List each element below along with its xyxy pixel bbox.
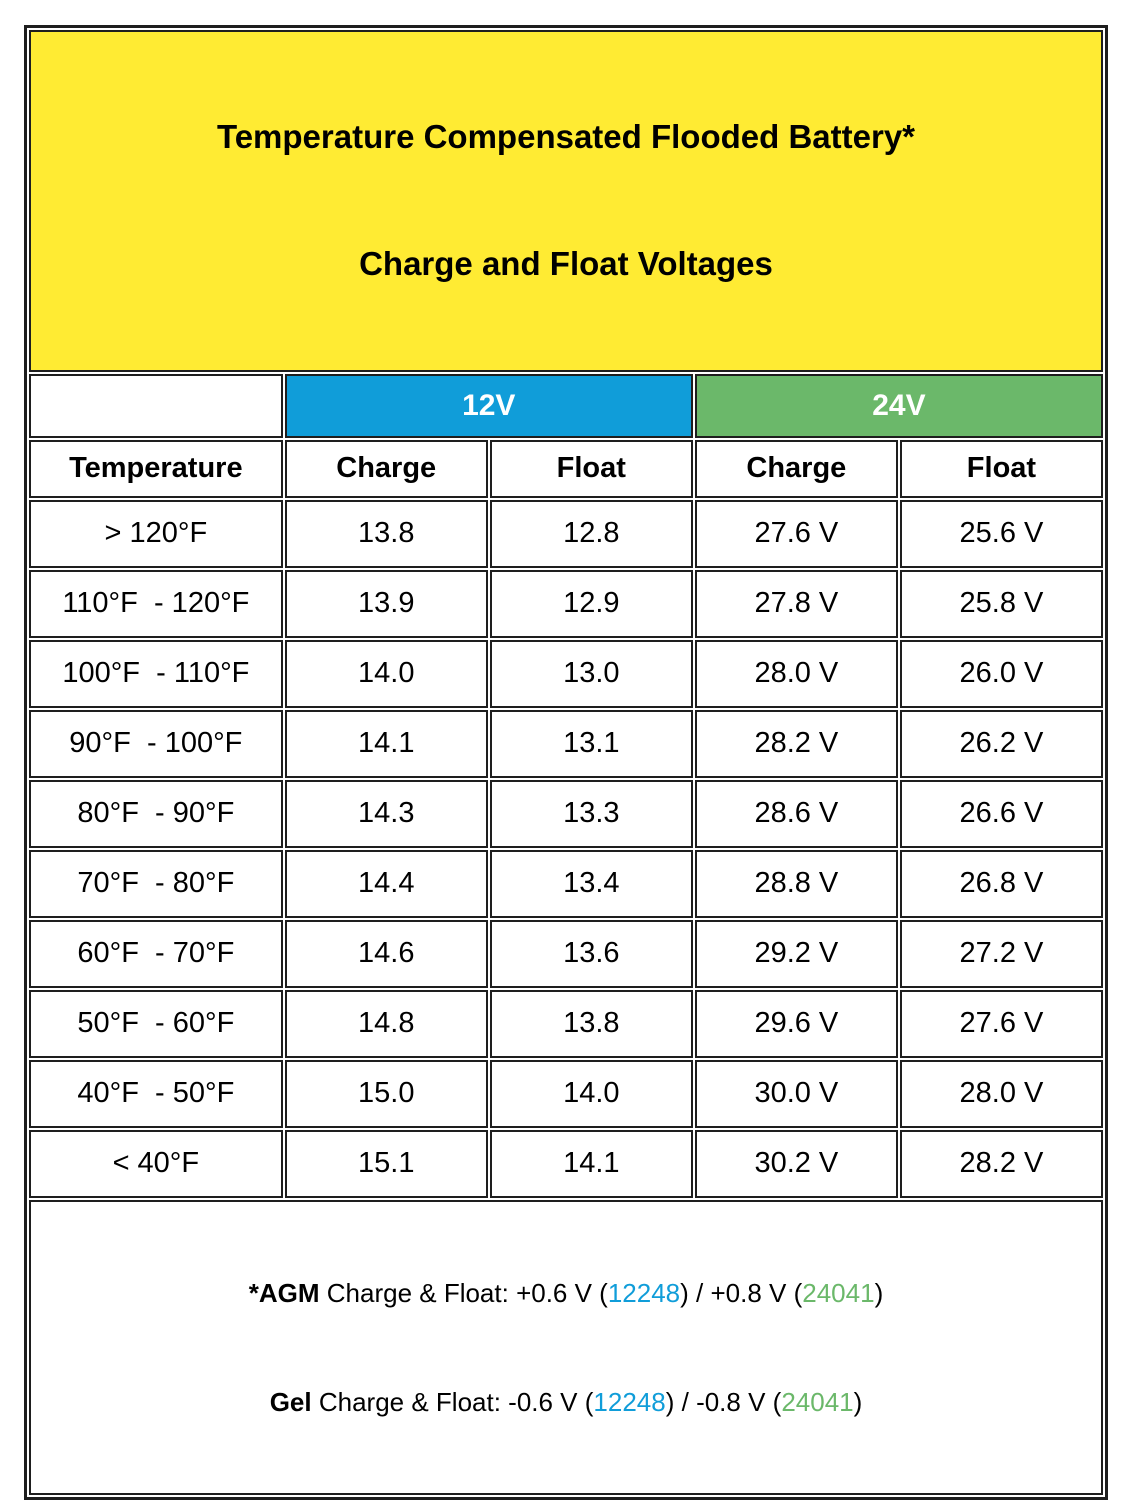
temperature-cell: 100°F - 110°F — [29, 639, 283, 708]
blank-corner-cell — [29, 373, 283, 438]
charge-12v-cell: 14.3 — [284, 779, 488, 848]
charge-24v-cell: 29.2 V — [694, 919, 898, 988]
charge-12v-cell: 15.0 — [284, 1059, 488, 1128]
float-12v-cell: 13.6 — [489, 919, 693, 988]
column-header-temperature: Temperature — [29, 439, 283, 498]
float-24v-cell: 27.2 V — [899, 919, 1103, 988]
footnote-agm-text-2: ) / +0.8 V ( — [680, 1277, 803, 1308]
page: Temperature Compensated Flooded Battery*… — [24, 25, 1108, 1500]
title-line-1: Temperature Compensated Flooded Battery* — [216, 118, 916, 156]
table-row: 70°F - 80°F 14.4 13.4 28.8 V 26.8 V — [29, 849, 1103, 918]
float-12v-cell: 12.8 — [489, 499, 693, 568]
charge-24v-cell: 30.0 V — [694, 1059, 898, 1128]
charge-12v-cell: 13.8 — [284, 499, 488, 568]
temperature-cell: 70°F - 80°F — [29, 849, 283, 918]
column-header-charge-12v: Charge — [284, 439, 488, 498]
charge-24v-cell: 27.6 V — [694, 499, 898, 568]
group-header-24v: 24V — [694, 373, 1103, 438]
footnote-row: *AGM Charge & Float: +0.6 V (12248) / +0… — [29, 1199, 1103, 1495]
title-line-2: Charge and Float Voltages — [359, 245, 773, 283]
footnote-agm-model-12v: 12248 — [607, 1277, 681, 1308]
charge-12v-cell: 14.6 — [284, 919, 488, 988]
table-row: 40°F - 50°F 15.0 14.0 30.0 V 28.0 V — [29, 1059, 1103, 1128]
table-row: < 40°F 15.1 14.1 30.2 V 28.2 V — [29, 1129, 1103, 1198]
column-header-float-12v: Float — [489, 439, 693, 498]
float-24v-cell: 25.8 V — [899, 569, 1103, 638]
footnote-agm-label: *AGM — [248, 1277, 320, 1308]
charge-24v-cell: 28.0 V — [694, 639, 898, 708]
table-row: 90°F - 100°F 14.1 13.1 28.2 V 26.2 V — [29, 709, 1103, 778]
table-row: 110°F - 120°F 13.9 12.9 27.8 V 25.8 V — [29, 569, 1103, 638]
table-row: 60°F - 70°F 14.6 13.6 29.2 V 27.2 V — [29, 919, 1103, 988]
footnote-gel-line: Gel Charge & Float: -0.6 V (12248) / -0.… — [31, 1384, 1101, 1420]
float-24v-cell: 26.8 V — [899, 849, 1103, 918]
charge-24v-cell: 28.8 V — [694, 849, 898, 918]
group-header-12v: 12V — [284, 373, 693, 438]
float-12v-cell: 13.8 — [489, 989, 693, 1058]
voltage-table: Temperature Compensated Flooded Battery*… — [24, 25, 1108, 1500]
float-12v-cell: 14.1 — [489, 1129, 693, 1198]
float-12v-cell: 13.1 — [489, 709, 693, 778]
table-row: > 120°F 13.8 12.8 27.6 V 25.6 V — [29, 499, 1103, 568]
footnote-agm-line: *AGM Charge & Float: +0.6 V (12248) / +0… — [31, 1275, 1101, 1311]
table-title: Temperature Compensated Flooded Battery*… — [29, 30, 1103, 372]
temperature-cell: 80°F - 90°F — [29, 779, 283, 848]
footnote-gel-label: Gel — [269, 1386, 312, 1417]
charge-12v-cell: 14.1 — [284, 709, 488, 778]
float-24v-cell: 28.2 V — [899, 1129, 1103, 1198]
footnote-gel-text-2: ) / -0.8 V ( — [665, 1386, 782, 1417]
charge-24v-cell: 28.6 V — [694, 779, 898, 848]
footnote-gel-text-3: ) — [853, 1386, 863, 1417]
table-row: 50°F - 60°F 14.8 13.8 29.6 V 27.6 V — [29, 989, 1103, 1058]
float-24v-cell: 28.0 V — [899, 1059, 1103, 1128]
charge-24v-cell: 30.2 V — [694, 1129, 898, 1198]
temperature-cell: 60°F - 70°F — [29, 919, 283, 988]
float-12v-cell: 13.0 — [489, 639, 693, 708]
footnote-agm-text-3: ) — [874, 1277, 884, 1308]
temperature-cell: 90°F - 100°F — [29, 709, 283, 778]
table-row: 100°F - 110°F 14.0 13.0 28.0 V 26.0 V — [29, 639, 1103, 708]
footnote-gel-text-1: Charge & Float: -0.6 V ( — [311, 1386, 594, 1417]
temperature-cell: > 120°F — [29, 499, 283, 568]
footnote-cell: *AGM Charge & Float: +0.6 V (12248) / +0… — [29, 1199, 1103, 1495]
title-row: Temperature Compensated Flooded Battery*… — [29, 30, 1103, 372]
column-header-float-24v: Float — [899, 439, 1103, 498]
temperature-cell: 50°F - 60°F — [29, 989, 283, 1058]
charge-24v-cell: 28.2 V — [694, 709, 898, 778]
charge-24v-cell: 27.8 V — [694, 569, 898, 638]
temperature-cell: < 40°F — [29, 1129, 283, 1198]
float-24v-cell: 25.6 V — [899, 499, 1103, 568]
footnote-agm-text-1: Charge & Float: +0.6 V ( — [319, 1277, 608, 1308]
column-header-charge-24v: Charge — [694, 439, 898, 498]
charge-24v-cell: 29.6 V — [694, 989, 898, 1058]
float-24v-cell: 26.6 V — [899, 779, 1103, 848]
charge-12v-cell: 13.9 — [284, 569, 488, 638]
footnote-gel-model-12v: 12248 — [593, 1386, 666, 1417]
table-row: 80°F - 90°F 14.3 13.3 28.6 V 26.6 V — [29, 779, 1103, 848]
footnote-agm-model-24v: 24041 — [802, 1277, 875, 1308]
voltage-group-row: 12V 24V — [29, 373, 1103, 438]
float-12v-cell: 13.3 — [489, 779, 693, 848]
charge-12v-cell: 14.8 — [284, 989, 488, 1058]
float-24v-cell: 26.0 V — [899, 639, 1103, 708]
charge-12v-cell: 15.1 — [284, 1129, 488, 1198]
column-header-row: Temperature Charge Float Charge Float — [29, 439, 1103, 498]
float-12v-cell: 13.4 — [489, 849, 693, 918]
charge-12v-cell: 14.4 — [284, 849, 488, 918]
float-12v-cell: 14.0 — [489, 1059, 693, 1128]
temperature-cell: 40°F - 50°F — [29, 1059, 283, 1128]
float-24v-cell: 27.6 V — [899, 989, 1103, 1058]
temperature-cell: 110°F - 120°F — [29, 569, 283, 638]
charge-12v-cell: 14.0 — [284, 639, 488, 708]
float-24v-cell: 26.2 V — [899, 709, 1103, 778]
footnote-gel-model-24v: 24041 — [781, 1386, 854, 1417]
float-12v-cell: 12.9 — [489, 569, 693, 638]
